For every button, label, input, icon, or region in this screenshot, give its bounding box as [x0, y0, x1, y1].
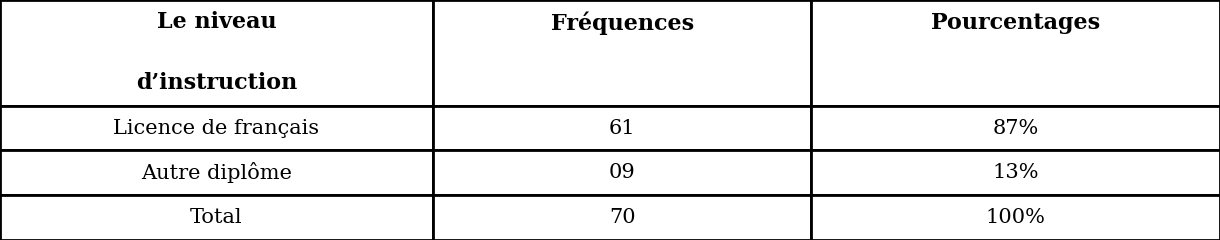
Text: 09: 09 — [609, 163, 636, 182]
Bar — [811, 195, 1220, 240]
Bar — [811, 106, 1220, 150]
Text: 100%: 100% — [986, 208, 1046, 227]
Text: 70: 70 — [609, 208, 636, 227]
Text: Autre diplôme: Autre diplôme — [142, 162, 292, 183]
Bar — [433, 106, 811, 150]
Bar — [0, 150, 433, 195]
Bar — [0, 195, 433, 240]
Text: Total: Total — [190, 208, 243, 227]
Text: 61: 61 — [609, 119, 636, 138]
Text: Licence de français: Licence de français — [113, 119, 320, 138]
Bar — [811, 0, 1220, 106]
Bar — [433, 195, 811, 240]
Bar — [433, 150, 811, 195]
Text: Pourcentages: Pourcentages — [931, 12, 1100, 34]
Text: Fréquences: Fréquences — [550, 12, 694, 35]
Bar — [0, 0, 433, 106]
Bar — [433, 0, 811, 106]
Bar — [0, 106, 433, 150]
Text: Le niveau

d’instruction: Le niveau d’instruction — [135, 11, 298, 94]
Bar — [811, 150, 1220, 195]
Text: 13%: 13% — [992, 163, 1039, 182]
Text: 87%: 87% — [993, 119, 1038, 138]
